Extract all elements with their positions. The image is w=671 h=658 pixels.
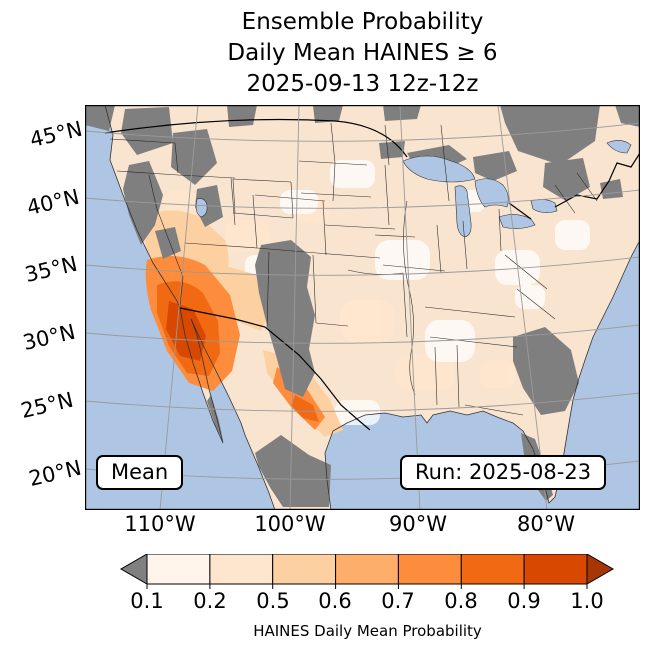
colorbar-segment-02-05: [209, 554, 274, 585]
colorbar-segment-08-09: [460, 554, 525, 585]
lat-label-40n: 40°N: [24, 184, 82, 221]
lake-erie: [498, 214, 536, 229]
lon-label-100w: 100°W: [254, 512, 326, 536]
chart-title-line1: Ensemble Probability: [241, 9, 484, 35]
great-lakes: [195, 140, 632, 238]
lat-label-25n: 25°N: [18, 387, 76, 424]
colorbar-segment-05-06: [272, 554, 337, 585]
country-borders: [104, 118, 640, 431]
lon-label-80w: 80°W: [517, 512, 575, 536]
map-svg: [85, 105, 640, 510]
prob-09-10-region: [166, 301, 206, 361]
lat-label-20n: 20°N: [26, 455, 84, 492]
cbar-tick-0-2: 0.2: [193, 589, 227, 613]
gulf-st-lawrence: [606, 140, 632, 154]
lat-label-45n: 45°N: [27, 116, 85, 153]
cbar-tick-0-7: 0.7: [381, 589, 415, 613]
colorbar: [120, 554, 614, 589]
lake-michigan: [454, 185, 472, 238]
mean-annotation-box: Mean: [96, 455, 184, 490]
colorbar-under-arrow: [120, 554, 148, 585]
no-data-regions: [85, 105, 640, 507]
colorbar-axis-label: HAINES Daily Mean Probability: [253, 622, 482, 640]
cbar-tick-0-8: 0.8: [444, 589, 478, 613]
colorbar-segment-01-02: [146, 554, 211, 585]
coastline: [104, 105, 640, 510]
latitude-gridlines: [85, 122, 640, 480]
state-borders: [109, 122, 598, 416]
colorbar-segment-07-08: [397, 554, 462, 585]
run-annotation-box: Run: 2025-08-23: [400, 455, 607, 490]
colorbar-over-arrow: [586, 554, 614, 585]
chart-title-line3: 2025-09-13 12z-12z: [246, 71, 479, 97]
cbar-tick-0-6: 0.6: [318, 589, 352, 613]
lon-label-110w: 110°W: [124, 512, 196, 536]
map-frame: [85, 105, 640, 510]
cbar-tick-1-0: 1.0: [570, 589, 604, 613]
map-canvas: [85, 105, 640, 510]
colorbar-segment-09-10: [523, 554, 588, 585]
lat-label-30n: 30°N: [20, 319, 78, 356]
lake-superior: [402, 155, 476, 183]
lake-huron: [474, 178, 509, 208]
cbar-tick-0-9: 0.9: [507, 589, 541, 613]
colorbar-ticks: [146, 584, 588, 589]
lon-label-90w: 90°W: [389, 512, 447, 536]
colorbar-segment-06-07: [335, 554, 399, 585]
lat-label-35n: 35°N: [22, 251, 80, 288]
cbar-tick-0-5: 0.5: [256, 589, 290, 613]
great-salt-lake: [195, 198, 208, 218]
chart-title-line2: Daily Mean HAINES ≥ 6: [227, 40, 498, 66]
cbar-tick-0-1: 0.1: [130, 589, 164, 613]
longitude-gridlines: [159, 105, 548, 510]
